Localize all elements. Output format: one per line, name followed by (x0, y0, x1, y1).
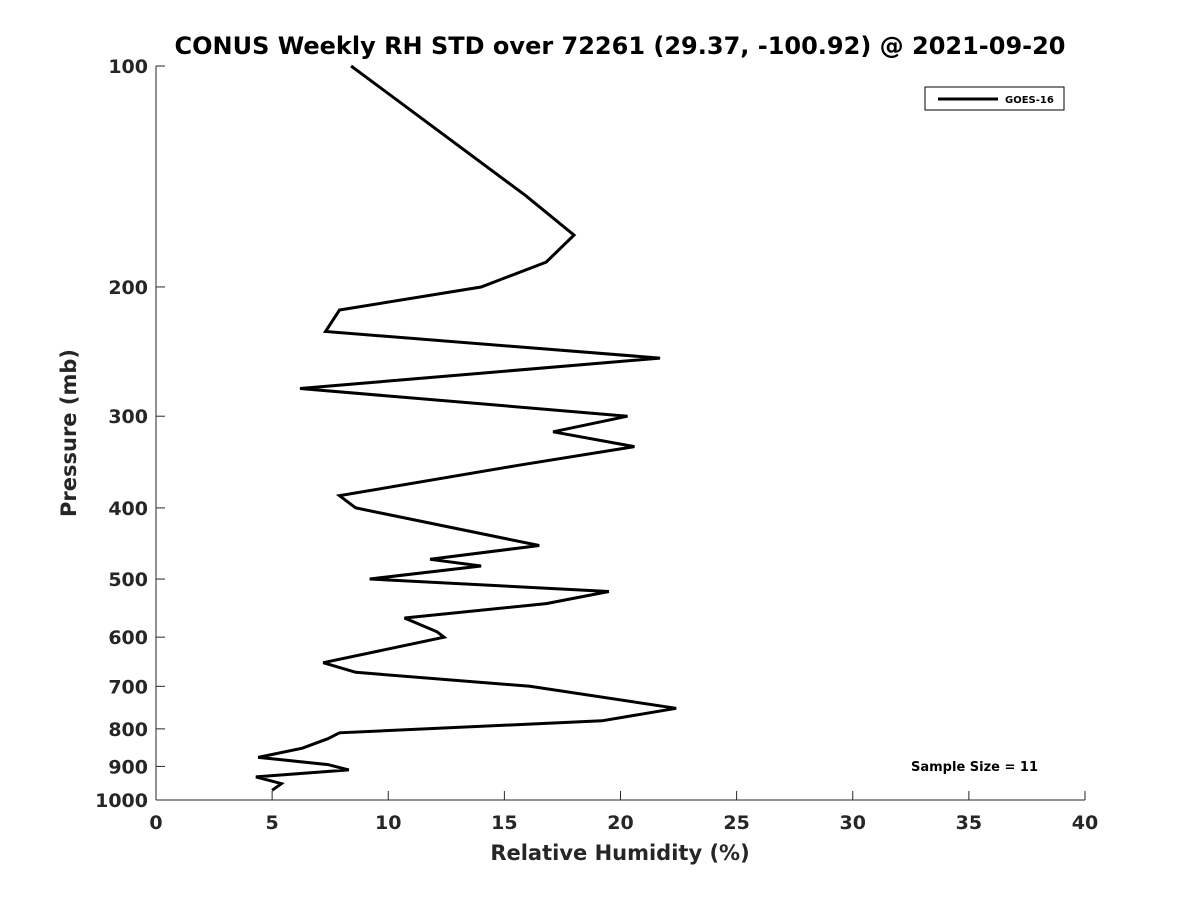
x-tick-label: 0 (149, 812, 162, 834)
x-tick-label: 15 (491, 812, 517, 834)
legend-label: GOES-16 (1005, 95, 1054, 106)
y-tick-label: 300 (108, 406, 148, 428)
x-tick-label: 20 (607, 812, 633, 834)
sample-size-annotation: Sample Size = 11 (911, 760, 1038, 775)
y-tick-label: 100 (108, 56, 148, 78)
y-tick-label: 800 (108, 719, 148, 741)
y-axis-label: Pressure (mb) (57, 349, 81, 517)
x-axis-label: Relative Humidity (%) (490, 841, 749, 865)
y-tick-label: 1000 (95, 790, 148, 812)
x-tick-label: 25 (723, 812, 749, 834)
y-tick-label: 200 (108, 277, 148, 299)
x-ticks: 0 5 10 15 20 25 30 35 40 (149, 791, 1098, 834)
y-tick-label: 600 (108, 627, 148, 649)
legend: GOES-16 (924, 86, 1065, 111)
chart-title: CONUS Weekly RH STD over 72261 (29.37, -… (174, 32, 1065, 60)
x-tick-label: 30 (840, 812, 866, 834)
y-tick-label: 400 (108, 498, 148, 520)
series-line-goes-16 (255, 64, 677, 792)
x-tick-label: 5 (266, 812, 279, 834)
x-tick-label: 35 (956, 812, 982, 834)
y-tick-label: 700 (108, 676, 148, 698)
y-ticks: 100 200 300 400 500 600 700 800 900 1000 (95, 56, 165, 812)
x-tick-label: 10 (375, 812, 401, 834)
x-tick-label: 40 (1072, 812, 1098, 834)
y-tick-label: 900 (108, 756, 148, 778)
y-tick-label: 500 (108, 569, 148, 591)
